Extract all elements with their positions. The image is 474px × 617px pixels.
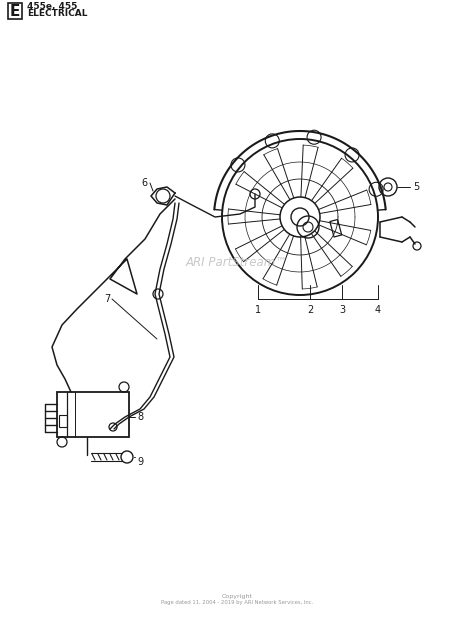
Text: 7: 7 <box>104 294 110 304</box>
Text: 2: 2 <box>307 305 313 315</box>
Text: ELECTRICAL: ELECTRICAL <box>27 9 88 19</box>
Bar <box>59 415 67 427</box>
Text: 3: 3 <box>339 305 345 315</box>
Text: E: E <box>10 4 20 19</box>
Bar <box>8 3 22 19</box>
Text: 1: 1 <box>255 305 261 315</box>
Text: 455e, 455: 455e, 455 <box>27 1 77 10</box>
Text: 8: 8 <box>137 412 143 422</box>
Text: 9: 9 <box>137 457 143 467</box>
Text: 4: 4 <box>375 305 381 315</box>
Bar <box>57 392 129 437</box>
Text: Page dated 11, 2004 - 2019 by ARI Network Services, Inc.: Page dated 11, 2004 - 2019 by ARI Networ… <box>161 600 313 605</box>
Text: 6: 6 <box>142 178 148 188</box>
Text: Copyright: Copyright <box>221 594 253 599</box>
Text: ARI PartStream™: ARI PartStream™ <box>186 255 288 268</box>
Bar <box>330 220 342 237</box>
Text: 5: 5 <box>413 182 419 192</box>
